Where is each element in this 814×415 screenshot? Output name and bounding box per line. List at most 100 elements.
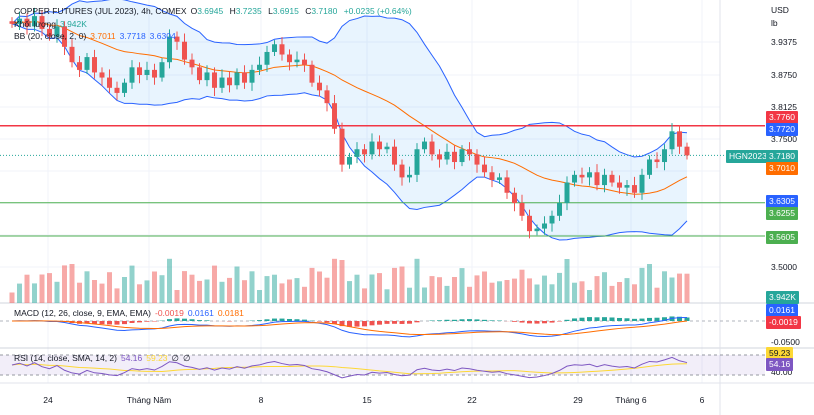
candle-body [92, 57, 97, 73]
candle-body [377, 141, 382, 150]
candle-body [152, 69, 157, 78]
rsi-label: RSI (14, close, SMA, 14, 2) [14, 353, 117, 363]
volume-bar [572, 282, 577, 303]
macd-hist-bar [354, 321, 360, 327]
macd-hist-bar [99, 321, 105, 325]
rsi-tag: 54.16 [766, 358, 794, 371]
macd-hist-bar [144, 321, 150, 322]
macd-hist-bar [114, 321, 120, 325]
candle-body [542, 223, 547, 229]
macd-hist-bar [602, 317, 607, 321]
bb-basis-tag: 3.7010 [766, 162, 798, 175]
volume-bar [534, 284, 540, 303]
volume-bar [399, 266, 405, 303]
macd-hist-bar [122, 321, 127, 325]
candle-body [107, 77, 112, 88]
macd-hist-bar [92, 321, 97, 324]
candle-body [662, 149, 667, 163]
price-tick: 3.9375 [771, 37, 797, 47]
volume-bar [617, 282, 622, 303]
macd-hist-bar [444, 319, 450, 321]
macd-hist-bar [369, 321, 375, 326]
volume-bar [69, 264, 75, 303]
time-tick: 22 [467, 395, 477, 405]
volume-bar [422, 287, 427, 303]
bb-upper-line [11, 0, 688, 158]
macd-hist-bar [429, 320, 435, 321]
macd-hist-bar [639, 318, 645, 321]
volume-bar [437, 277, 442, 303]
macd-hist-bar [197, 320, 202, 321]
symbol-title: COPPER FUTURES (JUL 2023), 4h, COMEX [14, 6, 187, 16]
candle-body [639, 174, 645, 193]
candle-body [609, 174, 615, 183]
volume-bar [407, 287, 412, 303]
candle-body [452, 151, 457, 163]
volume-bar [47, 273, 52, 303]
volume-bar [129, 265, 135, 303]
candle-body [122, 82, 127, 93]
volume-bar [77, 282, 82, 303]
macd-hist-bar [317, 321, 322, 322]
macd-hist-bar [624, 318, 630, 321]
macd-hist-bar [189, 319, 195, 321]
volume-bar [609, 285, 615, 303]
volume-bar [92, 280, 97, 303]
macd-hist-bar [654, 317, 660, 321]
candle-body [339, 128, 345, 165]
candle-body [534, 228, 540, 232]
volume-bar [354, 274, 360, 303]
volume-bar [587, 290, 592, 303]
volume-bar [564, 259, 570, 303]
bb-upper-value: 3.7718 [119, 31, 146, 41]
candle-body [129, 67, 135, 83]
volume-bar [384, 289, 390, 303]
candle-body [362, 149, 367, 155]
macd-hist-bar [512, 321, 517, 322]
volume-bar [174, 290, 180, 303]
volume-bar [662, 271, 667, 303]
volume-bar [542, 275, 547, 303]
rsi-tick: 40.00 [771, 367, 793, 377]
volume-bar [392, 267, 397, 303]
candle-body [399, 164, 405, 178]
macd-hist-bar [579, 317, 585, 321]
rsi-ma-tag: 59.23 [766, 347, 794, 360]
macd-hist-bar [572, 318, 577, 321]
volume-bar [287, 279, 292, 303]
candle-body [159, 62, 165, 78]
volume-bar [377, 273, 382, 303]
volume-bar [362, 288, 367, 303]
volume-bar [272, 274, 277, 303]
candle-body [459, 149, 465, 163]
volume-bar [452, 277, 457, 303]
macd-hist-bar [107, 321, 112, 325]
macd-hist-bar [137, 321, 142, 323]
bb-lower-tag: 3.6305 [766, 195, 798, 208]
close-label: C [305, 6, 312, 16]
volume-bar [122, 277, 127, 303]
macd-hist-bar [594, 317, 600, 321]
candle-body [624, 185, 630, 188]
volume-bar [62, 265, 67, 303]
candle-body [632, 185, 637, 193]
macd-hist-bar [182, 318, 187, 321]
candle-body [684, 146, 690, 156]
macd-hist-bar [452, 319, 457, 321]
volume-bar [84, 271, 90, 303]
candle-body [257, 64, 262, 70]
open-value: 3.6945 [197, 6, 224, 16]
macd-hist-bar [174, 318, 180, 321]
macd-hist-bar [632, 318, 637, 321]
volume-tag: 3.942K [766, 291, 799, 304]
volume-bar [624, 278, 630, 303]
candle-body [549, 215, 555, 224]
volume-bar [519, 269, 525, 303]
volume-bar [654, 287, 660, 303]
price-tick: 3.8125 [771, 102, 797, 112]
macd-hist-bar [294, 319, 300, 321]
macd-tick: -0.0500 [771, 337, 800, 347]
candle-body [519, 203, 525, 216]
volume-label: Khối lượng [14, 19, 56, 29]
